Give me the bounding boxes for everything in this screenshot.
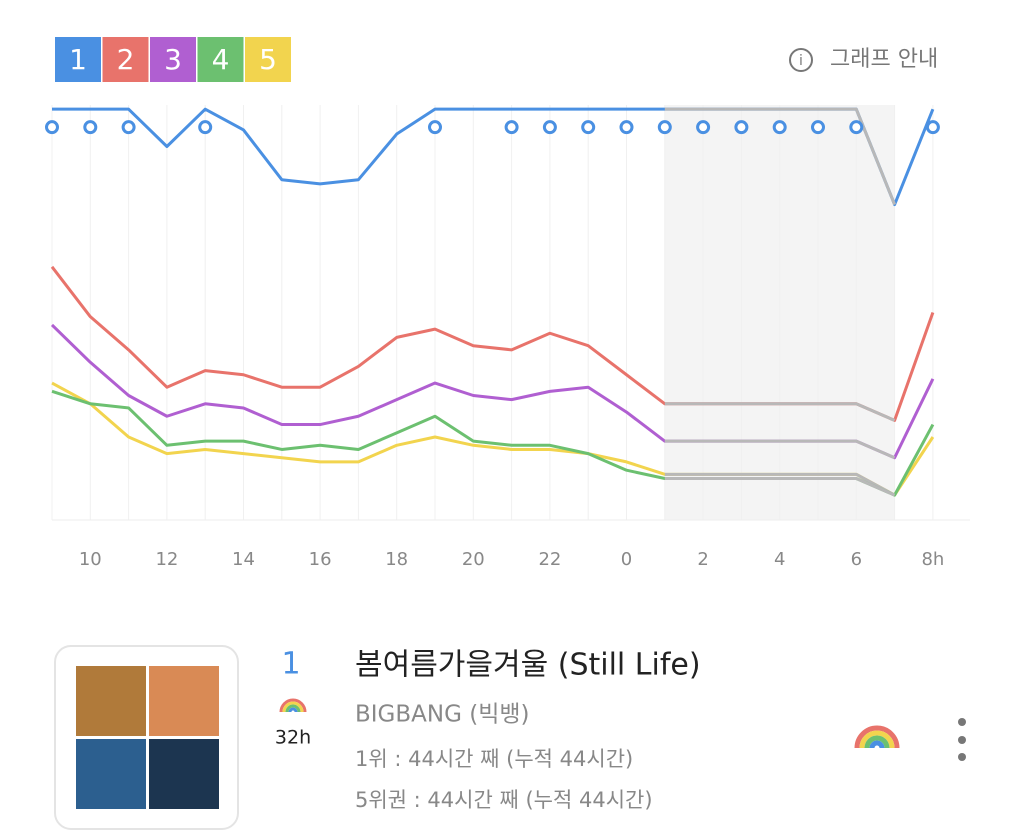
guide-label[interactable]: 그래프 안내 xyxy=(830,47,938,72)
guide-button[interactable]: i 그래프 안내 xyxy=(789,47,938,72)
legend-label: 1 xyxy=(69,43,87,76)
x-tick-label: 0 xyxy=(621,549,632,570)
album-art xyxy=(76,739,146,809)
song-card[interactable]: 1 32h 봄여름가을겨울 (Still Life) BIGBANG (빅뱅) … xyxy=(54,645,966,830)
first-place-marker xyxy=(83,120,98,135)
legend-label: 5 xyxy=(259,43,277,76)
first-place-marker xyxy=(657,120,672,135)
x-tick-label: 18 xyxy=(385,549,408,570)
first-place-marker xyxy=(581,120,596,135)
first-place-marker xyxy=(734,120,749,135)
legend-swatch xyxy=(55,37,101,82)
chart-hours: 32h xyxy=(275,727,311,749)
legend-swatch xyxy=(150,37,196,82)
first-place-marker xyxy=(45,120,59,135)
x-tick-label: 4 xyxy=(774,549,785,570)
first-place-marker xyxy=(925,120,940,135)
artist: BIGBANG (빅뱅) xyxy=(355,702,530,728)
legend-swatch xyxy=(102,37,149,82)
first-place-marker xyxy=(198,120,213,135)
x-tick-label: 20 xyxy=(462,549,485,570)
song-title: 봄여름가을겨울 (Still Life) xyxy=(355,648,701,683)
stat: 5위권 : 44시간 째 (누적 44시간) xyxy=(355,788,653,812)
estimated-segment xyxy=(664,107,896,206)
legend-swatch xyxy=(245,37,291,82)
first-place-marker xyxy=(696,120,711,135)
first-place-marker xyxy=(619,120,634,135)
info-glyph: i xyxy=(799,53,803,69)
legend-label: 3 xyxy=(164,43,182,76)
x-tick-label: 14 xyxy=(232,549,255,570)
first-place-marker xyxy=(849,120,864,135)
legend-label: 4 xyxy=(212,43,230,76)
x-tick-label: 6 xyxy=(851,549,862,570)
more-button[interactable] xyxy=(958,718,966,761)
legend-swatch xyxy=(197,37,244,82)
lines xyxy=(45,107,940,497)
first-place-marker xyxy=(428,120,442,135)
album-art xyxy=(76,666,146,736)
x-tick-label: 8h xyxy=(921,549,944,570)
first-place-marker xyxy=(542,120,557,135)
album-art xyxy=(149,666,219,736)
info-icon xyxy=(789,48,813,72)
album-art xyxy=(149,739,219,809)
first-place-marker xyxy=(504,120,519,135)
estimated-segment xyxy=(664,402,896,422)
x-tick-label: 16 xyxy=(309,549,332,570)
first-place-marker xyxy=(121,120,136,135)
stat: 1위 : 44시간 째 (누적 44시간) xyxy=(355,747,633,771)
estimated-segment xyxy=(664,477,896,497)
estimated-segment xyxy=(664,439,896,460)
first-place-marker xyxy=(772,120,787,135)
x-tick-label: 22 xyxy=(538,549,561,570)
x-axis: 10 12 14 16 18 20 22 0 2 4 6 8h xyxy=(79,549,944,570)
rainbow-icon xyxy=(279,698,307,713)
x-tick-label: 2 xyxy=(697,549,708,570)
x-tick-label: 12 xyxy=(155,549,178,570)
rainbow-badge xyxy=(854,725,900,749)
x-tick-label: 10 xyxy=(79,549,102,570)
first-place-marker xyxy=(811,120,825,135)
estimated-segment xyxy=(664,472,896,497)
rank: 1 xyxy=(281,647,300,682)
legend-label: 2 xyxy=(117,43,135,76)
